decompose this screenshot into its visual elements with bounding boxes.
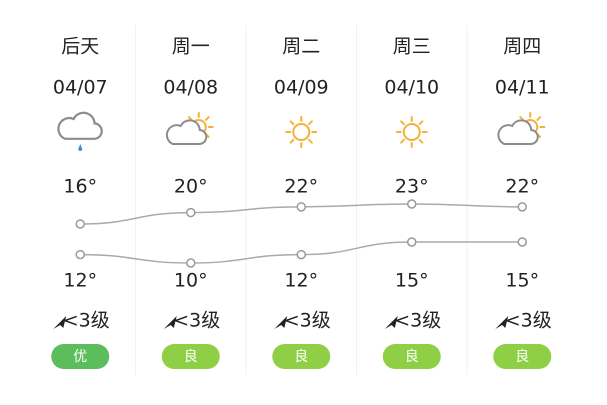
aqi-badge — [382, 344, 441, 369]
low-temp-point — [517, 237, 527, 247]
wind-arrow — [384, 316, 398, 329]
wind-label: <3级 — [173, 310, 220, 332]
date-label: 04/11 — [495, 77, 550, 99]
low-temp-label: 10° — [174, 270, 208, 292]
weather-icon — [165, 112, 214, 145]
date-label: 04/08 — [163, 77, 218, 99]
low-temp-point — [75, 249, 85, 260]
sun-ray — [400, 120, 405, 126]
weather-icon — [497, 112, 546, 145]
wind-label: <3级 — [505, 310, 552, 332]
wind-arrow — [495, 316, 509, 329]
low-temp-label: 12° — [284, 270, 318, 292]
aqi-badge — [493, 344, 552, 369]
sun — [292, 123, 311, 141]
date-label: 04/10 — [384, 77, 439, 99]
aqi-label: 良 — [294, 349, 308, 365]
wind-label: <3级 — [63, 310, 110, 332]
aqi-badge — [51, 344, 110, 369]
wind-arrow — [274, 316, 288, 329]
sun-ray — [204, 116, 210, 121]
weather-icon — [285, 116, 318, 148]
day-label: 后天 — [61, 36, 99, 58]
rain-drop — [78, 144, 83, 151]
sun-ray — [418, 138, 424, 144]
day-label: 周二 — [282, 36, 320, 58]
low-temp-label: 15° — [395, 270, 429, 292]
cloud — [165, 119, 208, 145]
high-temp-label: 20° — [174, 176, 208, 198]
sun-ray — [536, 116, 542, 121]
cloud — [57, 111, 103, 140]
low-temp-label: 15° — [505, 270, 539, 292]
sun-ray — [418, 120, 424, 126]
aqi-label: 良 — [515, 349, 529, 365]
day-label: 周三 — [393, 36, 431, 58]
high-temp-label: 22° — [505, 176, 539, 198]
aqi-label: 良 — [405, 349, 419, 365]
low-temp-label: 12° — [63, 270, 97, 292]
high-temp-point — [75, 219, 85, 229]
weather-icon — [57, 111, 103, 151]
high-temp-point — [407, 199, 417, 209]
day-label: 周四 — [503, 36, 541, 58]
sun-ray — [289, 120, 295, 126]
cloud — [497, 119, 539, 145]
date-label: 04/07 — [53, 77, 108, 99]
high-temp-point — [517, 202, 527, 212]
high-temp-point — [186, 207, 196, 218]
weather-icon — [395, 116, 428, 148]
sun-ray — [308, 138, 313, 144]
sun-ray — [289, 138, 295, 144]
wind-label: <3级 — [284, 310, 331, 332]
sun — [402, 123, 421, 141]
high-temp-point — [296, 202, 306, 212]
sun-ray — [308, 120, 313, 126]
wind-arrow — [163, 316, 177, 329]
aqi-label: 优 — [73, 349, 87, 365]
high-temp-label: 23° — [395, 176, 429, 198]
sun-ray — [400, 138, 405, 144]
day-label: 周一 — [172, 36, 210, 58]
low-temp-point — [186, 258, 196, 268]
low-temp-point — [407, 237, 417, 247]
high-temp-label: 16° — [63, 176, 97, 198]
high-temp-label: 22° — [284, 176, 318, 198]
low-temp-point — [296, 249, 306, 260]
wind-arrow — [53, 316, 67, 329]
aqi-badge — [161, 344, 220, 369]
wind-label: <3级 — [394, 310, 441, 332]
date-label: 04/09 — [274, 77, 329, 99]
aqi-badge — [272, 344, 331, 369]
aqi-label: 良 — [184, 349, 198, 365]
